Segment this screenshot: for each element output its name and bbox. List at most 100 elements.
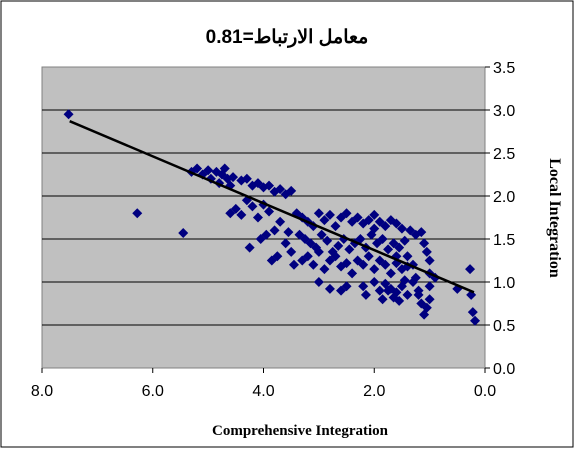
data-point [369,223,380,234]
y-tick-label: 0.0 [493,361,515,378]
data-point [330,221,341,232]
data-point [399,275,410,286]
y-tick-label: 1.5 [493,232,515,249]
data-point [313,208,324,219]
y-tick-label: 3.5 [493,60,515,77]
data-point [369,277,380,287]
data-point [330,251,341,262]
data-point [264,206,275,217]
data-point [388,292,399,303]
data-point [360,289,371,300]
chart-title: معامل الارتباط=0.81 [205,27,369,48]
data-point [286,246,297,257]
data-point [308,259,319,270]
data-point [272,251,283,262]
data-point [324,283,335,294]
data-point [424,294,435,305]
data-point [383,244,394,255]
data-point [467,307,478,318]
data-point [192,163,203,174]
x-tick-label: 8.0 [31,383,53,400]
data-point [419,238,430,249]
data-point [264,180,275,191]
data-point [252,212,263,223]
data-point [416,298,427,309]
data-point [377,294,388,305]
data-point [319,215,330,226]
data-point [385,268,396,279]
data-point [399,235,410,246]
data-point [424,255,435,266]
data-point [396,223,407,234]
data-point [283,227,294,238]
data-point [316,229,327,240]
data-point [230,203,241,214]
data-point [421,246,432,257]
data-point [275,184,286,195]
data-point [319,264,330,275]
y-tick-label: 3.0 [493,103,515,120]
x-tick-label: 2.0 [363,383,385,400]
data-point [203,165,214,176]
data-point [363,251,374,262]
x-tick-label: 0.0 [474,383,496,400]
data-point [380,221,391,232]
data-point [63,109,74,120]
x-tick-label: 4.0 [252,383,274,400]
data-point [324,209,335,220]
data-point [341,208,352,219]
data-point [355,234,366,244]
data-point [244,242,255,253]
data-point [178,227,189,238]
data-point [344,244,355,255]
data-point [219,163,230,174]
data-point [391,218,402,229]
data-point [358,259,369,270]
data-point [322,235,333,246]
data-point [419,309,430,320]
data-point [275,216,286,227]
trendline [69,120,475,294]
data-point [402,289,413,300]
data-point [333,240,344,251]
data-point [313,277,324,287]
data-point [380,259,391,270]
y-tick-label: 1.0 [493,275,515,292]
data-point [374,285,385,296]
data-point [377,234,388,244]
data-point [424,281,435,292]
data-point [347,268,358,279]
data-point [286,185,297,196]
y-axis-title: Local Integration [546,158,563,278]
data-point [132,208,143,219]
data-point [288,259,299,270]
data-point [313,246,324,257]
data-point [416,227,427,238]
x-axis-ticks: 8.0 6.0 4.0 2.0 0.0 [31,368,496,400]
data-point [394,242,405,253]
data-point [369,264,380,275]
trendline-layer [69,120,475,294]
data-point [369,209,380,220]
x-axis-title: Comprehensive Integration [212,423,388,439]
data-point [465,264,476,275]
data-point [269,225,280,236]
data-point [383,285,394,296]
data-point [228,172,239,183]
data-point [302,251,313,262]
data-point [358,281,369,292]
data-point [236,209,247,220]
data-point [352,212,363,223]
data-point [470,315,481,326]
y-tick-label: 2.0 [493,189,515,206]
y-tick-label: 2.5 [493,146,515,163]
plot-area [41,66,486,369]
data-point [280,238,291,249]
data-point [261,229,272,240]
x-tick-label: 6.0 [142,383,164,400]
data-point [410,272,421,283]
data-point [413,289,424,300]
y-tick-label: 0.5 [493,318,515,335]
